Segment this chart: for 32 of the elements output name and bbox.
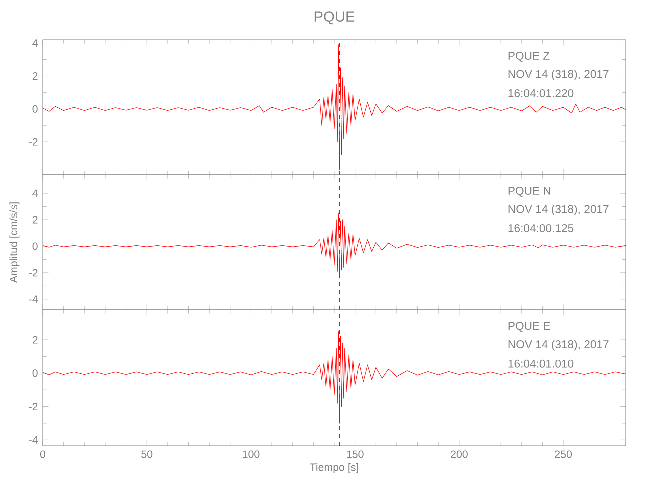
annotation: PQUE E: [508, 322, 550, 332]
x-tick-label: 200: [451, 450, 468, 458]
y-tick-label: 0: [32, 242, 38, 250]
annotation: PQUE Z: [508, 52, 550, 62]
y-tick-label: 2: [32, 336, 38, 344]
y-axis-title: Amplitud [cm/s/s]: [10, 202, 20, 284]
chart-title: PQUE: [314, 12, 355, 25]
annotation: 16:04:01.010: [508, 360, 574, 368]
y-tick-label: 4: [32, 190, 38, 198]
x-axis-title: Tiempo [s]: [310, 463, 358, 474]
annotation: 16:04:01.220: [508, 89, 574, 98]
y-tick-label: -4: [29, 436, 38, 444]
annotation: PQUE N: [508, 187, 550, 198]
annotation: NOV 14 (318), 2017: [508, 204, 609, 216]
annotation: 16:04:00.125: [508, 224, 574, 232]
y-tick-label: -2: [29, 403, 38, 411]
annotation: NOV 14 (318), 2017: [508, 340, 609, 351]
y-tick-label: 0: [32, 105, 38, 113]
y-tick-label: 2: [32, 72, 38, 80]
y-tick-label: 0: [32, 370, 38, 378]
x-tick-label: 250: [555, 450, 572, 458]
x-tick-label: 50: [142, 450, 153, 458]
x-tick-label: 0: [40, 450, 46, 458]
annotation: NOV 14 (318), 2017: [508, 70, 609, 81]
line-series: [43, 44, 626, 170]
y-tick-label: -4: [29, 296, 38, 304]
x-tick-label: 150: [347, 450, 364, 458]
y-tick-label: -2: [29, 138, 38, 146]
y-tick-label: -2: [29, 269, 38, 277]
y-tick-label: 2: [32, 216, 38, 224]
x-tick-label: 100: [243, 450, 260, 458]
y-tick-label: 4: [32, 40, 38, 47]
